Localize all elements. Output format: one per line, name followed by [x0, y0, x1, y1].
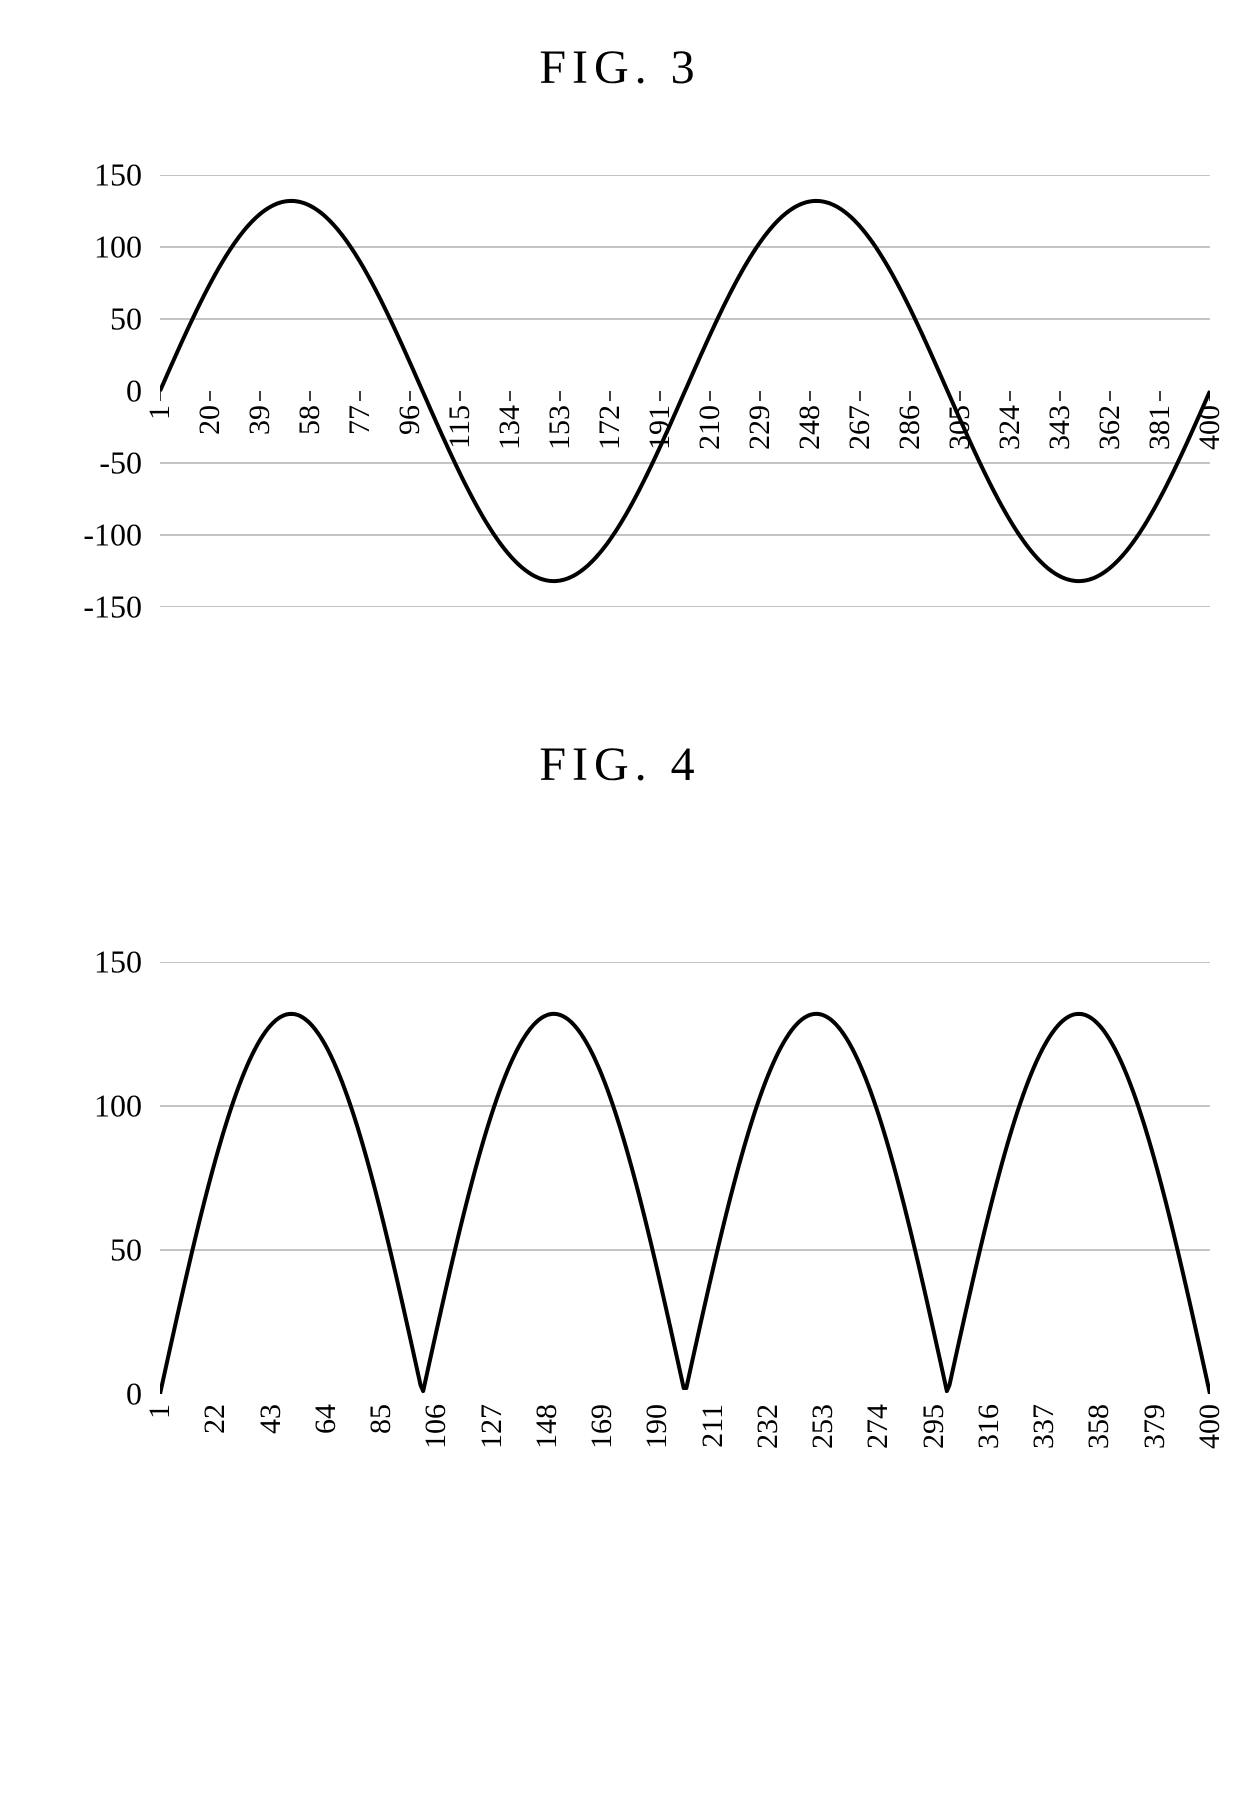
x-tick-label: 400: [1193, 1404, 1227, 1449]
figure-3-plot: [160, 175, 1210, 607]
x-tick-label: 153: [543, 405, 577, 450]
y-tick-label: 50: [30, 301, 142, 338]
x-tick-label: 148: [530, 1404, 564, 1449]
x-tick-label: 229: [743, 405, 777, 450]
x-tick-label: 115: [443, 405, 477, 449]
x-tick-label: 191: [643, 405, 677, 450]
x-tick-label: 274: [861, 1404, 895, 1449]
y-tick-label: -150: [30, 589, 142, 626]
x-tick-label: 22: [198, 1404, 232, 1434]
figure-3-title: FIG. 3: [0, 40, 1240, 95]
x-tick-label: 1: [143, 1404, 177, 1419]
x-tick-label: 77: [343, 405, 377, 435]
page: FIG. 3 -150-100-50050100150 120395877961…: [0, 0, 1240, 1524]
y-tick-label: 150: [30, 157, 142, 194]
figure-4-plot: [160, 962, 1210, 1394]
x-tick-label: 20: [193, 405, 227, 435]
figure-3-chart: -150-100-50050100150 1203958779611513415…: [30, 175, 1240, 607]
x-tick-label: 295: [917, 1404, 951, 1449]
x-tick-label: 362: [1093, 405, 1127, 450]
spacer: [0, 872, 1240, 962]
x-tick-label: 43: [254, 1404, 288, 1434]
x-tick-label: 172: [593, 405, 627, 450]
y-tick-label: 100: [30, 229, 142, 266]
y-tick-label: 50: [30, 1232, 142, 1269]
y-tick-label: 0: [30, 1376, 142, 1413]
y-tick-label: 100: [30, 1088, 142, 1125]
x-tick-label: 39: [243, 405, 277, 435]
figure-4-chart: 050100150 122436485106127148169190211232…: [30, 962, 1240, 1484]
x-tick-label: 85: [364, 1404, 398, 1434]
x-tick-label: 324: [993, 405, 1027, 450]
x-tick-label: 400: [1193, 405, 1227, 450]
x-tick-label: 379: [1138, 1404, 1172, 1449]
x-tick-label: 190: [640, 1404, 674, 1449]
x-tick-label: 1: [143, 405, 177, 420]
x-tick-label: 253: [806, 1404, 840, 1449]
x-tick-label: 169: [585, 1404, 619, 1449]
x-tick-label: 106: [419, 1404, 453, 1449]
x-tick-label: 286: [893, 405, 927, 450]
x-tick-label: 316: [972, 1404, 1006, 1449]
x-tick-label: 64: [309, 1404, 343, 1434]
x-tick-label: 305: [943, 405, 977, 450]
x-tick-label: 267: [843, 405, 877, 450]
figure-4-title: FIG. 4: [0, 737, 1240, 792]
x-tick-label: 58: [293, 405, 327, 435]
x-tick-label: 134: [493, 405, 527, 450]
y-tick-label: -50: [30, 445, 142, 482]
y-tick-label: 150: [30, 944, 142, 981]
x-tick-label: 248: [793, 405, 827, 450]
x-tick-label: 337: [1027, 1404, 1061, 1449]
y-tick-label: 0: [30, 373, 142, 410]
x-tick-label: 343: [1043, 405, 1077, 450]
x-tick-label: 381: [1143, 405, 1177, 450]
x-tick-label: 127: [475, 1404, 509, 1449]
x-tick-label: 210: [693, 405, 727, 450]
y-tick-label: -100: [30, 517, 142, 554]
x-tick-label: 232: [751, 1404, 785, 1449]
x-tick-label: 358: [1082, 1404, 1116, 1449]
x-tick-label: 211: [696, 1404, 730, 1448]
x-tick-label: 96: [393, 405, 427, 435]
spacer: [0, 607, 1240, 717]
